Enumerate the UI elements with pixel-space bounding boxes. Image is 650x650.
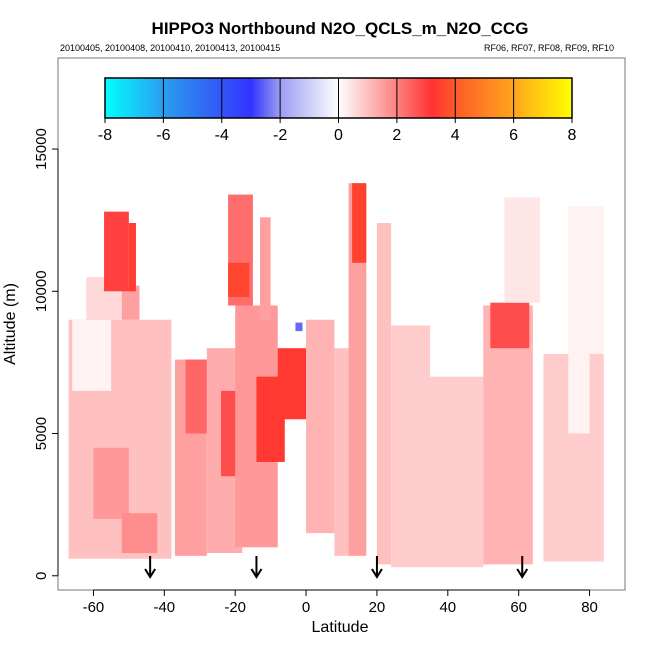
- y-tick-label: 10000: [33, 270, 50, 312]
- heatmap-cell: [391, 325, 431, 568]
- colorbar-tick-label: 2: [392, 127, 401, 144]
- heatmap-cell: [259, 217, 271, 320]
- colorbar-tick-label: -8: [98, 127, 112, 144]
- heatmap-cell: [490, 302, 530, 349]
- heatmap-cell: [93, 447, 129, 519]
- y-tick-label: 15000: [33, 128, 50, 170]
- chart-subtitle-left: 20100405, 20100408, 20100410, 20100413, …: [60, 43, 280, 53]
- heatmap-cell: [334, 348, 349, 556]
- heatmap-cell: [376, 223, 392, 565]
- colorbar-tick-label: -2: [273, 127, 287, 144]
- x-tick-label: 60: [510, 599, 527, 616]
- heatmap-cell: [228, 262, 250, 297]
- colorbar-tick-label: 6: [509, 127, 518, 144]
- heatmap-cell: [104, 211, 129, 292]
- heatmap-cell: [295, 322, 303, 332]
- heatmap-cell: [568, 353, 590, 434]
- flight-marker-arrowhead: [516, 568, 529, 579]
- colorbar: -8 -6 -4 -2 0 2 4 6 8: [98, 77, 577, 144]
- x-tick-label: 80: [581, 599, 598, 616]
- colorbar-tick-label: 4: [451, 127, 460, 144]
- colorbar-tick-label: 8: [568, 127, 577, 144]
- heatmap-cell: [72, 319, 112, 391]
- flight-marker-arrowhead: [144, 568, 156, 579]
- heatmap-cell: [352, 183, 367, 263]
- heatmap-cell: [121, 285, 140, 320]
- heatmap-cell: [277, 348, 307, 420]
- y-tick-label: 5000: [33, 417, 50, 450]
- flight-marker-arrowhead: [371, 568, 383, 579]
- x-tick-label: 0: [302, 599, 310, 616]
- colorbar-tick-label: -4: [215, 127, 229, 144]
- heatmap-cell: [483, 305, 533, 565]
- chart-subtitle-right: RF06, RF07, RF08, RF09, RF10: [484, 43, 614, 53]
- chart-title: HIPPO3 Northbound N2O_QCLS_m_N2O_CCG: [152, 19, 529, 38]
- x-tick-label: -60: [83, 599, 105, 616]
- heatmap-cell: [121, 513, 158, 554]
- flight-marker-arrowhead: [250, 568, 263, 579]
- x-tick-label: 40: [439, 599, 456, 616]
- colorbar-tick-label: -6: [156, 127, 170, 144]
- colorbar-tick-label: 0: [334, 127, 343, 144]
- x-axis: -60 -40 -20 0 20 40 60 80: [83, 589, 598, 616]
- heatmap-cell: [348, 183, 367, 556]
- heatmap-cells: [68, 183, 604, 568]
- heatmap-cell: [306, 319, 335, 534]
- heatmap-cell: [430, 376, 484, 568]
- x-tick-label: 20: [369, 599, 386, 616]
- flight-markers: [144, 556, 529, 579]
- y-axis: 0 5000 10000 15000: [33, 128, 59, 580]
- heatmap-cell: [185, 359, 207, 434]
- heatmap-cell: [128, 223, 136, 292]
- y-tick-label: 0: [33, 572, 50, 580]
- y-axis-label: Altitude (m): [2, 283, 19, 365]
- heatmap-cell: [504, 197, 540, 303]
- x-tick-label: -40: [153, 599, 175, 616]
- x-axis-label: Latitude: [312, 619, 369, 636]
- heatmap-cell: [568, 205, 604, 354]
- x-tick-label: -20: [224, 599, 246, 616]
